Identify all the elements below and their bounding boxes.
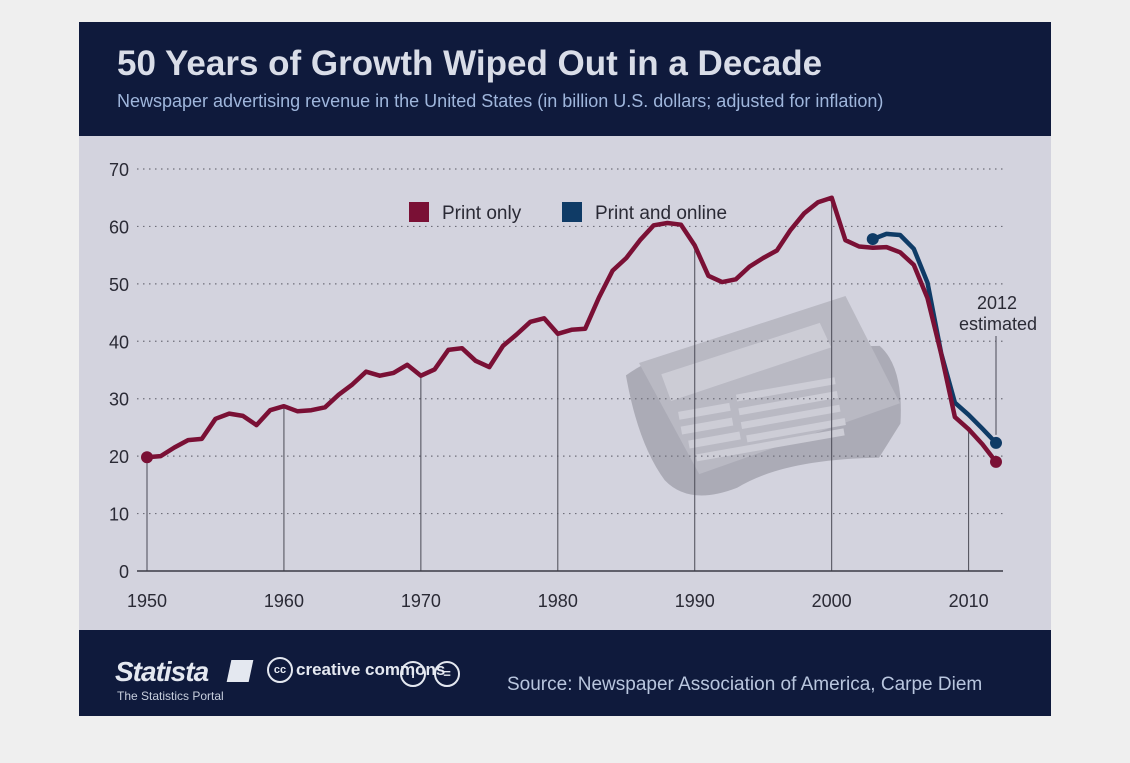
plot-area: 0 10 20 30 40 50 60 70 1950 1960 1970 1980 1990 2000 2… — [79, 136, 1051, 630]
end-point-marker — [990, 455, 1002, 468]
x-tick-label: 1980 — [538, 591, 578, 611]
y-tick-label: 50 — [109, 275, 129, 295]
infographic-card: 50 Years of Growth Wiped Out in a Decade… — [79, 22, 1051, 716]
axes: 0 10 20 30 40 50 60 70 1950 1960 1970 1980 1990 2000 2… — [109, 160, 1003, 611]
legend-swatch — [562, 202, 582, 222]
line-chart: 0 10 20 30 40 50 60 70 1950 1960 1970 1980 1990 2000 2… — [109, 160, 1037, 611]
newspaper-icon — [625, 296, 901, 496]
chart-subtitle: Newspaper advertising revenue in the Uni… — [117, 91, 884, 111]
x-tick-label: 1960 — [264, 591, 304, 611]
x-tick-label: 2010 — [949, 591, 989, 611]
chart-header: 50 Years of Growth Wiped Out in a Decade… — [79, 22, 1051, 136]
statista-logo[interactable]: Statista — [115, 656, 209, 687]
cc-icon: cc — [267, 657, 293, 683]
chart-title: 50 Years of Growth Wiped Out in a Decade — [117, 44, 823, 83]
start-point-marker — [141, 451, 153, 464]
legend-label: Print only — [442, 203, 522, 224]
statista-logo-icon — [226, 660, 254, 682]
legend-label: Print and online — [595, 203, 727, 224]
source-note: Source: Newspaper Association of America… — [507, 674, 983, 695]
start-point-marker — [866, 233, 879, 246]
cc-nd-icon: = — [434, 661, 460, 687]
annotation-text: 2012 — [977, 293, 1017, 313]
y-tick-label: 20 — [109, 447, 129, 467]
cc-by-icon: i — [400, 661, 426, 687]
y-tick-label: 0 — [119, 562, 129, 582]
series-line — [144, 195, 999, 465]
year-drop-lines — [146, 197, 997, 571]
x-tick-label: 2000 — [812, 591, 852, 611]
end-point-marker — [990, 436, 1002, 449]
series-lines — [141, 195, 1002, 468]
y-tick-label: 70 — [109, 160, 129, 180]
legend: Print only Print and online — [409, 202, 727, 224]
annotation-text: estimated — [959, 314, 1037, 334]
x-tick-label: 1970 — [401, 591, 441, 611]
logo-tagline: The Statistics Portal — [117, 689, 224, 703]
x-tick-label: 1990 — [675, 591, 715, 611]
legend-swatch — [409, 202, 429, 222]
y-tick-label: 40 — [109, 332, 129, 352]
y-tick-label: 10 — [109, 505, 129, 525]
grid-lines — [137, 168, 1003, 515]
chart-footer: Statista The Statistics Portal cc creativ… — [79, 630, 1051, 716]
y-tick-label: 60 — [109, 217, 129, 237]
x-tick-label: 1950 — [127, 591, 167, 611]
y-tick-label: 30 — [109, 390, 129, 410]
